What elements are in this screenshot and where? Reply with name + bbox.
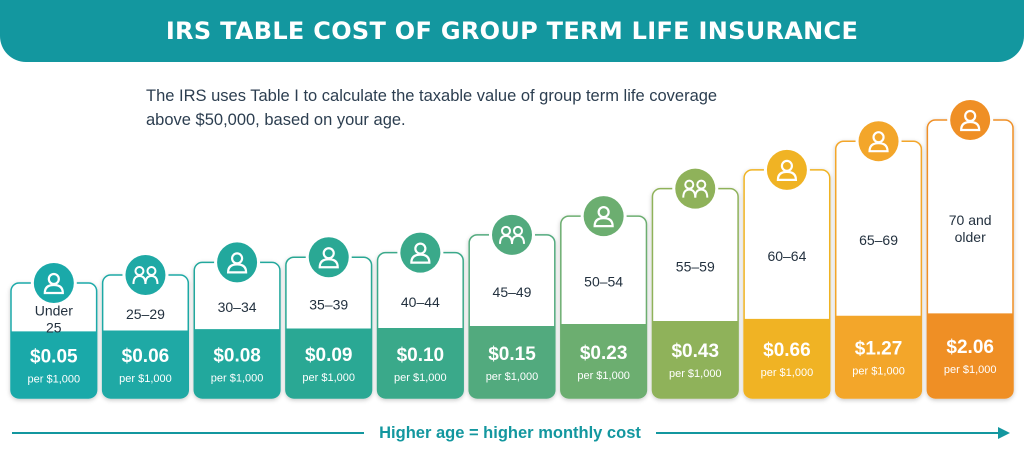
age-bar: 45–49 $0.15 per $1,000: [468, 211, 556, 399]
age-bar: 70 and older $2.06 per $1,000: [926, 97, 1014, 399]
intro-text: The IRS uses Table I to calculate the ta…: [146, 87, 718, 129]
tick-label: 60–64: [767, 248, 806, 264]
group-icon: [122, 252, 169, 299]
tick-label: 50–54: [584, 274, 623, 290]
data-label: $1.27: [855, 338, 903, 359]
unit-label: per $1,000: [211, 372, 264, 384]
unit-label: per $1,000: [761, 367, 814, 379]
footer-caption: Higher age = higher monthly cost: [379, 424, 641, 442]
data-label: $0.23: [580, 343, 628, 364]
bar-value-block: [11, 331, 97, 398]
unit-label: per $1,000: [486, 371, 539, 383]
group-icon: [489, 211, 535, 258]
bar-value-block: [560, 323, 647, 398]
tick-label: 45–49: [493, 284, 532, 300]
person-icon: [397, 229, 444, 276]
bar-value-block: [652, 320, 739, 398]
tick-label: 35–39: [309, 296, 348, 312]
person-icon: [763, 146, 810, 193]
data-label: $0.09: [305, 345, 353, 366]
person-icon: [947, 97, 994, 143]
age-bar: 50–54 $0.23 per $1,000: [560, 193, 648, 399]
age-bar: 65–69 $1.27 per $1,000: [834, 118, 923, 399]
age-bar: 60–64 $0.66 per $1,000: [743, 146, 831, 399]
bar-value-block: [377, 328, 464, 398]
data-label: $0.06: [122, 346, 170, 367]
arrow-right-icon: [998, 427, 1010, 439]
age-bar: 30–34 $0.08 per $1,000: [193, 239, 281, 399]
unit-label: per $1,000: [394, 372, 447, 384]
data-label: $0.15: [488, 344, 536, 365]
bar-value-block: [744, 318, 830, 398]
page-title: IRS TABLE COST OF GROUP TERM LIFE INSURA…: [165, 17, 859, 45]
bar-value-block: [927, 313, 1013, 398]
data-label: $0.10: [397, 345, 445, 366]
data-label: $0.43: [671, 341, 719, 362]
unit-label: per $1,000: [852, 365, 905, 377]
tick-label: 55–59: [676, 258, 715, 274]
bar-value-block: [102, 330, 189, 398]
person-icon: [855, 118, 902, 165]
tick-label: 40–44: [401, 294, 440, 310]
age-bar: 35–39 $0.09 per $1,000: [285, 234, 373, 399]
age-bar: Under 25 $0.05 per $1,000: [10, 260, 98, 399]
age-bar: 55–59 $0.43 per $1,000: [651, 165, 739, 399]
unit-label: per $1,000: [28, 374, 81, 386]
unit-label: per $1,000: [119, 373, 172, 385]
tick-label: 65–69: [859, 232, 898, 248]
tick-label: 25–29: [126, 306, 165, 322]
person-icon: [30, 260, 77, 306]
footer-line-left: [12, 432, 364, 434]
footer-line-right: [656, 432, 1000, 434]
bar-value-block: [285, 328, 372, 398]
data-label: $0.08: [213, 345, 261, 366]
unit-label: per $1,000: [944, 364, 997, 376]
data-label: $0.66: [763, 340, 811, 361]
unit-label: per $1,000: [577, 370, 630, 382]
unit-label: per $1,000: [669, 368, 722, 380]
bar-value-block: [194, 329, 280, 398]
age-bar: 25–29 $0.06 per $1,000: [101, 252, 190, 399]
bar-value-block: [835, 315, 922, 398]
person-icon: [214, 239, 261, 286]
group-icon: [672, 165, 719, 212]
person-icon: [305, 234, 352, 281]
data-label: $2.06: [946, 337, 994, 358]
unit-label: per $1,000: [302, 372, 355, 384]
bar-value-block: [469, 326, 555, 398]
title-banner: IRS TABLE COST OF GROUP TERM LIFE INSURA…: [0, 0, 1024, 62]
data-label: $0.05: [30, 347, 78, 368]
tick-label: 70 and older: [949, 212, 992, 245]
tick-label: 30–34: [218, 299, 257, 315]
person-icon: [580, 193, 627, 240]
age-bar: 40–44 $0.10 per $1,000: [376, 229, 464, 399]
tick-label: Under 25: [35, 303, 73, 336]
